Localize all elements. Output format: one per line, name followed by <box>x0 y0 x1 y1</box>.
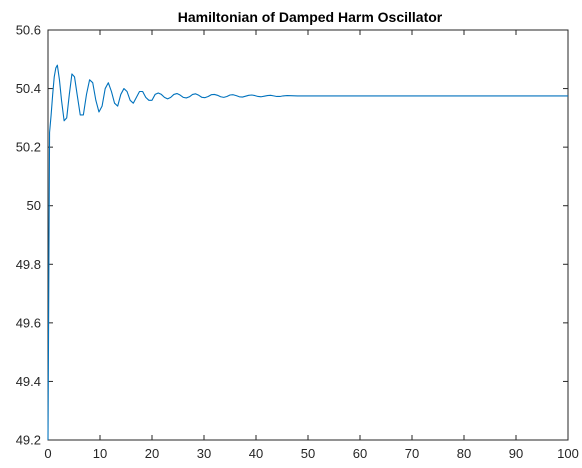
y-tick-label: 50.4 <box>16 81 41 96</box>
series-line-0 <box>47 64 568 441</box>
y-tick-label: 49.8 <box>16 257 41 272</box>
y-tick-label: 50.6 <box>16 23 41 38</box>
plot-area <box>47 29 569 441</box>
y-tick-label: 49.6 <box>16 315 41 330</box>
x-tick-label: 10 <box>93 446 107 461</box>
y-tick-label: 49.4 <box>16 374 41 389</box>
x-tick-label: 40 <box>249 446 263 461</box>
x-tick-label: 60 <box>353 446 367 461</box>
x-tick-label: 30 <box>197 446 211 461</box>
x-tick-label: 20 <box>145 446 159 461</box>
chart-title: Hamiltonian of Damped Harm Oscillator <box>178 9 443 25</box>
y-tick-label: 50.2 <box>16 140 41 155</box>
axis-ticks: 0 10 20 30 40 50 60 70 80 90 100 49.2 49.4 49.6 49.8 50… <box>16 23 579 462</box>
x-tick-label: 70 <box>405 446 419 461</box>
x-tick-label: 80 <box>457 446 471 461</box>
x-tick-label: 50 <box>301 446 315 461</box>
x-tick-label: 0 <box>44 446 51 461</box>
x-tick-label: 90 <box>509 446 523 461</box>
y-tick-label: 50 <box>27 198 41 213</box>
y-tick-label: 49.2 <box>16 433 41 448</box>
series-group <box>47 64 568 441</box>
x-tick-label: 100 <box>557 446 579 461</box>
